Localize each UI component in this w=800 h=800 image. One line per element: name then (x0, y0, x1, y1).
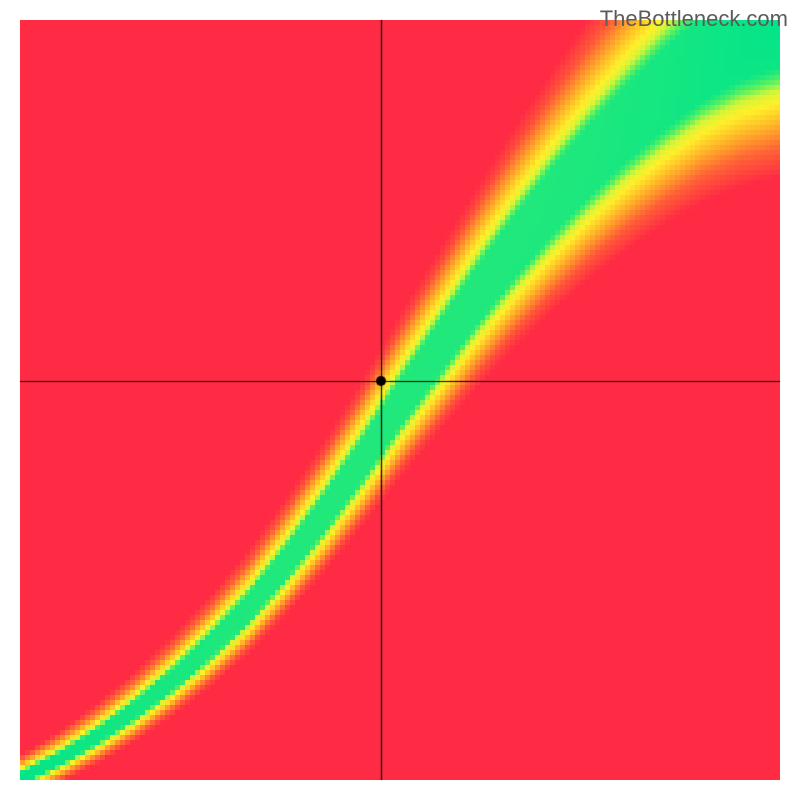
heatmap-canvas (0, 0, 800, 800)
bottleneck-heatmap-chart: TheBottleneck.com (0, 0, 800, 800)
